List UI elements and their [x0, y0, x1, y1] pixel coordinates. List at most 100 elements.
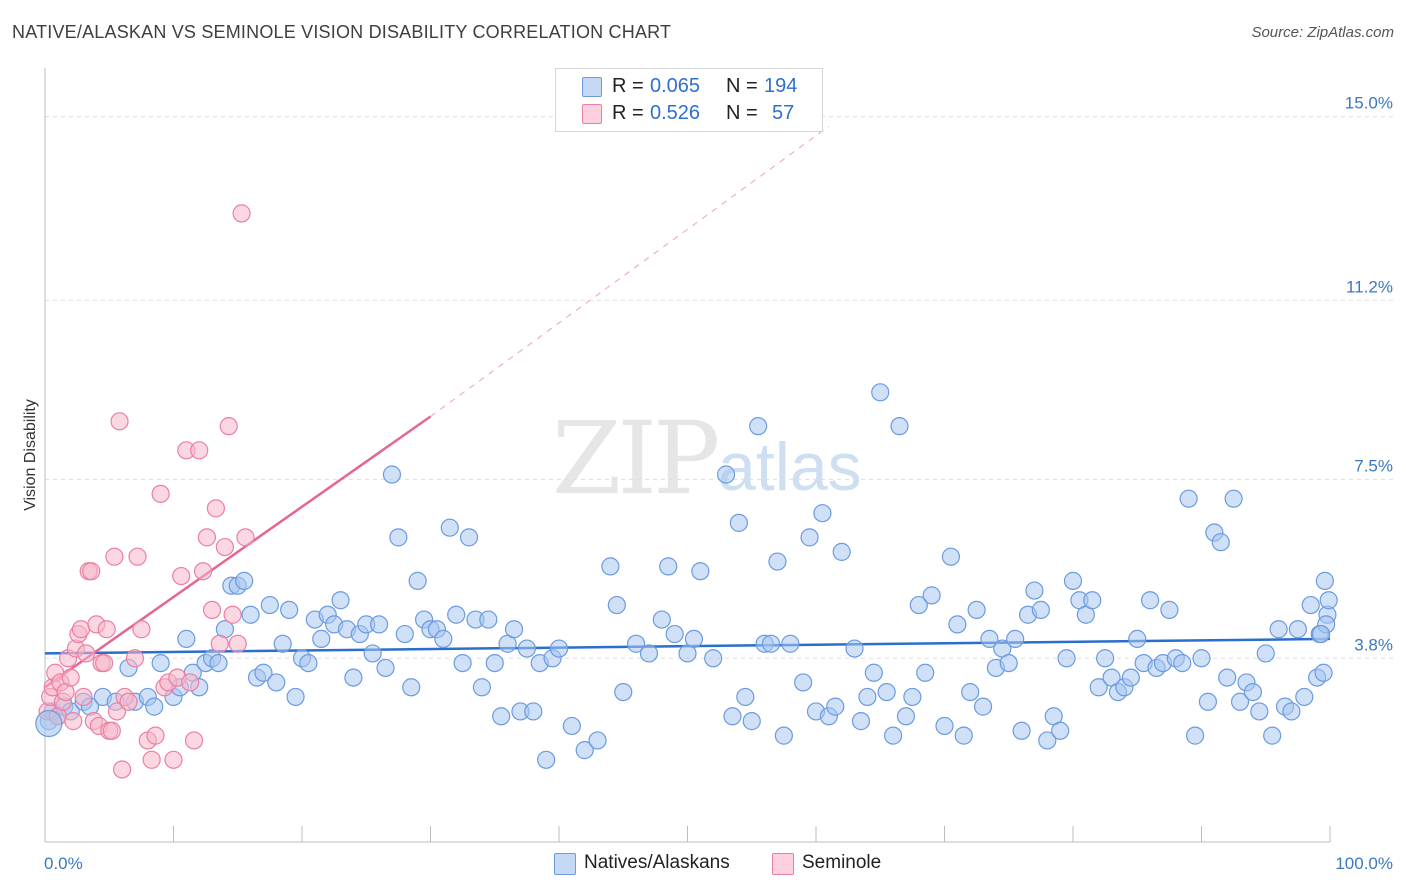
natives-point — [871, 383, 890, 402]
bottom-legend-label-natives: Natives/Alaskans — [584, 852, 730, 873]
natives-point — [742, 712, 761, 731]
natives-point — [832, 542, 851, 561]
legend-n-label: N = — [726, 75, 758, 97]
natives-point — [1301, 595, 1320, 615]
seminole-point — [125, 649, 145, 668]
natives-point — [537, 750, 556, 769]
y-tick-label: 11.2% — [1346, 277, 1393, 296]
seminole-point — [151, 484, 170, 503]
natives-point — [877, 683, 896, 702]
natives-point — [286, 687, 305, 707]
natives-point — [312, 629, 331, 649]
seminole-point — [112, 760, 132, 779]
natives-point — [948, 615, 967, 634]
natives-point — [1089, 678, 1108, 697]
legend-r-label: R = — [612, 102, 644, 124]
natives-point — [382, 465, 402, 484]
natives-point — [1012, 721, 1031, 740]
legend-n-value: 194 — [764, 75, 798, 97]
natives-point — [909, 595, 928, 615]
natives-point — [768, 552, 787, 571]
natives-point — [607, 595, 626, 615]
seminole-point — [190, 441, 209, 460]
seminole-trend-extension — [430, 125, 830, 417]
seminole-point — [206, 499, 226, 518]
natives-point — [524, 702, 543, 721]
natives-point — [504, 620, 524, 639]
natives-point — [472, 678, 491, 697]
natives-point — [761, 634, 781, 653]
natives-point — [1083, 591, 1102, 610]
natives-point — [1160, 600, 1179, 619]
natives-point — [652, 610, 671, 629]
natives-point — [883, 726, 903, 745]
seminole-point — [107, 702, 127, 721]
natives-point — [1006, 629, 1025, 649]
natives-point — [1295, 687, 1314, 707]
natives-point — [151, 653, 170, 673]
natives-point — [145, 697, 164, 716]
natives-point — [1173, 653, 1192, 673]
seminole-point — [202, 600, 222, 619]
natives-point — [402, 678, 421, 697]
natives-point — [973, 697, 993, 716]
legend-r-value: 0.065 — [650, 75, 701, 97]
natives-point — [1314, 663, 1333, 682]
watermark-atlas: atlas — [718, 429, 862, 505]
watermark-zip: ZIP — [552, 400, 720, 517]
natives-point — [1319, 591, 1338, 610]
natives-point — [260, 595, 279, 615]
natives-point — [1198, 692, 1218, 711]
natives-point — [1311, 624, 1331, 644]
natives-point — [370, 615, 389, 634]
natives-point — [1179, 489, 1198, 508]
natives-point — [235, 571, 254, 590]
natives-point — [177, 629, 196, 649]
seminole-point — [74, 687, 93, 707]
seminole-point — [128, 547, 147, 566]
natives-point — [1038, 731, 1057, 750]
natives-point — [588, 731, 607, 750]
natives-point — [684, 629, 704, 649]
natives-point — [389, 528, 408, 547]
natives-point — [999, 653, 1018, 673]
legend-n-label: N = — [726, 102, 758, 124]
natives-point — [922, 586, 941, 605]
natives-point — [1250, 702, 1269, 721]
y-tick-label: 3.8% — [1354, 635, 1393, 654]
natives-point — [858, 687, 877, 707]
natives-point — [916, 663, 935, 682]
seminole-point — [215, 537, 234, 557]
legend-swatch-seminole — [582, 104, 602, 124]
natives-point — [241, 605, 260, 624]
seminole-point — [110, 412, 129, 431]
natives-point — [813, 504, 832, 523]
natives-point — [903, 687, 922, 707]
y-tick-label: 7.5% — [1354, 456, 1393, 475]
legend-r-value: 0.526 — [650, 102, 701, 124]
natives-point — [954, 726, 973, 745]
natives-point — [273, 634, 292, 653]
seminole-point — [61, 668, 80, 687]
seminole-point — [223, 605, 242, 624]
natives-point — [935, 716, 954, 736]
seminole-point — [77, 644, 96, 663]
natives-point — [723, 707, 742, 726]
seminole-point — [119, 692, 138, 711]
natives-point — [1128, 629, 1147, 649]
seminole-point — [102, 721, 121, 740]
seminole-point — [142, 750, 161, 769]
source-label: Source: ZipAtlas.com — [1251, 24, 1394, 41]
seminole-point — [146, 726, 165, 745]
natives-point — [299, 653, 318, 673]
tick-labels: 3.8% 7.5% 11.2% 15.0% 0.0% 100.0% — [44, 94, 1393, 873]
natives-point — [1057, 649, 1076, 668]
natives-point — [1140, 591, 1160, 610]
seminole-trend-line — [44, 415, 432, 689]
natives-point — [941, 547, 961, 566]
natives-point — [961, 683, 980, 702]
natives-point — [479, 610, 498, 629]
seminole-point — [105, 547, 124, 566]
natives-point — [395, 624, 414, 644]
natives-point — [376, 658, 395, 678]
